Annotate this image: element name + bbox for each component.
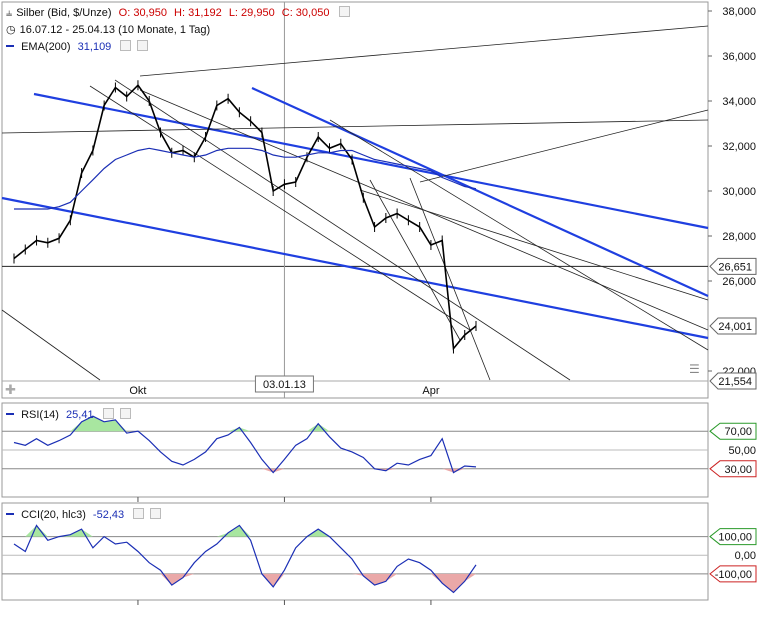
cci-legend[interactable]: CCI(20, hlc3) -52,43 <box>6 508 165 521</box>
price-tag <box>709 372 757 390</box>
date-marker-box <box>254 375 314 393</box>
cci-level-tag <box>709 565 757 583</box>
price-line <box>13 83 477 351</box>
trend-line <box>329 119 709 351</box>
high-value: H: 31,192 <box>174 7 222 19</box>
cci-overbought-area <box>14 525 476 537</box>
close-icon[interactable] <box>137 40 149 51</box>
trend-line <box>409 177 491 381</box>
price-tag-label: 21,554 <box>718 376 752 388</box>
rsi-title: RSI(14) <box>21 409 59 421</box>
x-axis-label: Apr <box>422 385 439 397</box>
price-axis-label: 30,000 <box>722 186 756 198</box>
date-range: 16.07.12 - 25.04.13 (10 Monate, 1 Tag) <box>19 24 211 36</box>
rsi-level-tag <box>709 422 757 440</box>
cci-line <box>13 524 477 594</box>
candlestick-icon[interactable]: ⫨ <box>6 7 13 19</box>
cci-level-tag <box>709 528 757 546</box>
clock-icon: ◷ <box>6 24 16 36</box>
rsi-overbought-area <box>14 416 476 432</box>
trend-line <box>419 109 709 183</box>
rsi-level-tag <box>709 460 757 478</box>
trend-line <box>114 79 571 381</box>
price-axis-label: 28,000 <box>722 231 756 243</box>
settings-icon[interactable] <box>120 40 132 51</box>
trend-line <box>359 189 709 301</box>
channel-line <box>251 86 709 298</box>
crosshair-icon[interactable]: ✚ <box>5 382 16 397</box>
rsi-axis-label: 50,00 <box>728 445 756 457</box>
close-icon[interactable] <box>150 508 162 519</box>
close-icon[interactable] <box>119 408 131 419</box>
rsi-swatch <box>6 413 14 415</box>
trend-line <box>1 309 101 381</box>
price-axis-label: 26,000 <box>722 276 756 288</box>
trend-line <box>369 179 461 341</box>
ema-line <box>14 147 477 210</box>
rsi-line <box>13 415 477 474</box>
panel-frame <box>1 502 709 601</box>
cci-axis-label: 100,00 <box>718 532 752 544</box>
rsi-oversold-area <box>14 468 476 473</box>
trend-line <box>89 85 471 331</box>
cci-axis-label: -100,00 <box>715 569 752 581</box>
cci-title: CCI(20, hlc3) <box>21 509 86 521</box>
rsi-value: 25,41 <box>66 409 94 421</box>
settings-icon[interactable] <box>102 408 114 419</box>
ema-value: 31,109 <box>77 41 112 53</box>
rsi-axis-label: 30,00 <box>724 464 752 476</box>
chart-header: ⫨ Silber (Bid, $/Unze) O: 30,950 H: 31,19… <box>6 6 354 20</box>
range-row: ◷ 16.07.12 - 25.04.13 (10 Monate, 1 Tag) <box>6 23 214 36</box>
cci-value: -52,43 <box>92 509 125 521</box>
ema-swatch <box>6 45 14 47</box>
price-tag <box>709 257 757 275</box>
price-tag <box>709 317 757 335</box>
settings-icon[interactable] <box>338 6 350 17</box>
x-axis-label: 03.01.13 <box>263 379 306 391</box>
ema-legend[interactable]: EMA(200) 31,109 <box>6 40 152 53</box>
rsi-legend[interactable]: RSI(14) 25,41 <box>6 408 135 421</box>
close-value: C: 30,050 <box>281 7 330 19</box>
trend-line <box>1 119 709 134</box>
open-value: O: 30,950 <box>118 7 167 19</box>
price-tag-label: 24,001 <box>718 321 752 333</box>
settings-icon[interactable] <box>133 508 145 519</box>
price-axis-label: 32,000 <box>722 141 756 153</box>
channel-line <box>33 92 709 230</box>
symbol-title: Silber (Bid, $/Unze) <box>16 7 112 19</box>
price-axis-label: 38,000 <box>722 6 756 18</box>
scroll-handle-icon[interactable]: ☰ <box>689 362 700 376</box>
ema-label: EMA(200) <box>21 41 71 53</box>
price-axis-label: 34,000 <box>722 96 756 108</box>
price-axis-label: 36,000 <box>722 51 756 63</box>
channel-line <box>1 196 709 340</box>
panel-frame <box>1 1 709 399</box>
price-tag-label: 26,651 <box>718 261 752 273</box>
cci-axis-label: 0,00 <box>735 550 756 562</box>
x-axis-label: Okt <box>129 385 146 397</box>
trend-line <box>139 25 709 77</box>
cci-swatch <box>6 513 14 515</box>
rsi-axis-label: 70,00 <box>724 426 752 438</box>
low-value: L: 29,950 <box>228 7 275 19</box>
cci-oversold-area <box>14 573 476 593</box>
